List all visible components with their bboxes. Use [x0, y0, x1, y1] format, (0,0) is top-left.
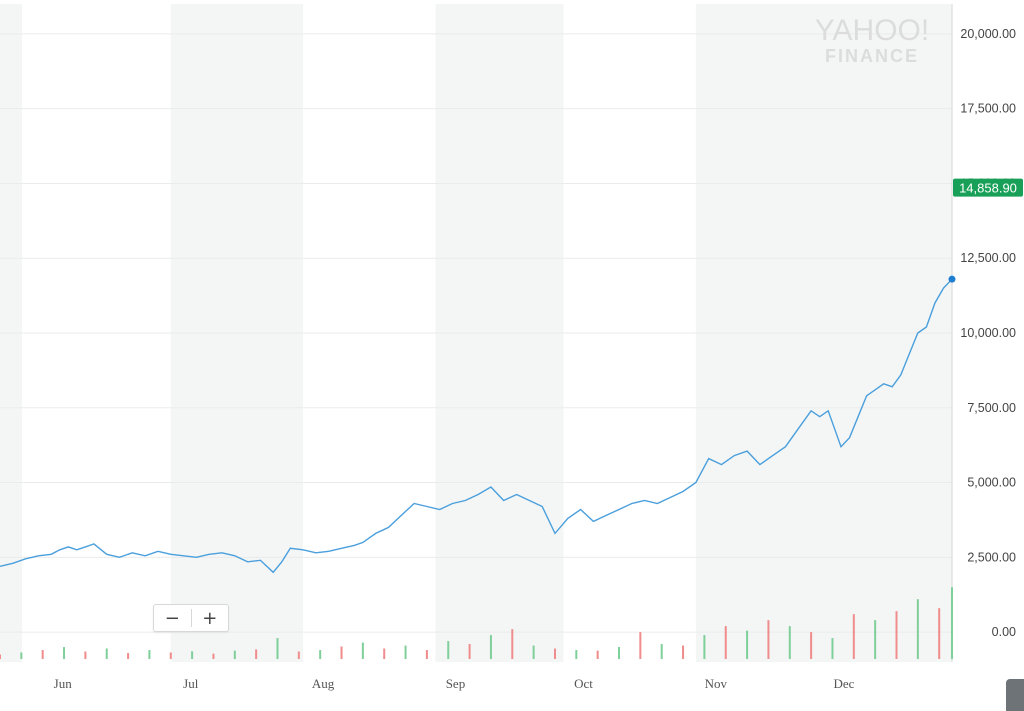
- volume-bar: [767, 620, 770, 660]
- volume-bar: [63, 647, 66, 660]
- y-tick-label: 12,500.00: [960, 251, 1016, 265]
- volume-bar: [276, 638, 279, 660]
- volume-bar: [951, 587, 953, 660]
- zoom-control: − +: [153, 604, 229, 632]
- y-tick-label: 5,000.00: [967, 476, 1016, 490]
- x-tick-label: Sep: [446, 676, 466, 691]
- volume-bar: [233, 650, 236, 660]
- volume-bar: [639, 632, 642, 660]
- volume-bar: [810, 632, 813, 660]
- volume-bar: [895, 611, 898, 660]
- volume-bar: [404, 645, 407, 660]
- x-tick-label: Oct: [574, 676, 593, 691]
- volume-bar: [703, 635, 706, 660]
- price-tag-label: 14,858.90: [959, 181, 1017, 196]
- volume-bar: [746, 630, 749, 660]
- volume-bar: [916, 599, 919, 660]
- volume-bar: [489, 635, 492, 660]
- volume-bar: [255, 649, 258, 660]
- x-tick-label: Jun: [54, 676, 73, 691]
- watermark-finance: FINANCE: [825, 46, 919, 66]
- zoom-divider: [190, 609, 192, 627]
- price-line: [0, 278, 953, 574]
- volume-bar: [361, 642, 364, 660]
- volume-bar: [148, 650, 151, 660]
- x-tick-label: Jul: [183, 676, 199, 691]
- y-tick-label: 0.00: [992, 625, 1016, 639]
- zoom-in-button[interactable]: +: [192, 605, 229, 631]
- volume-bar: [575, 650, 578, 660]
- volume-bar: [660, 644, 663, 660]
- y-tick-label: 20,000.00: [960, 27, 1016, 41]
- y-tick-label: 10,000.00: [960, 326, 1016, 340]
- x-tick-label: Nov: [705, 676, 728, 691]
- side-panel-tab[interactable]: [1006, 679, 1024, 711]
- volume-bar: [831, 638, 834, 660]
- volume-bar: [212, 653, 215, 660]
- watermark-logo: YAHOO!: [815, 14, 929, 47]
- volume-bar: [447, 641, 450, 660]
- x-tick-label: Aug: [312, 676, 335, 691]
- volume-bar: [297, 651, 300, 660]
- volume-bar: [383, 648, 386, 660]
- volume-bar: [191, 651, 194, 660]
- volume-bar: [553, 648, 556, 660]
- last-point: [948, 275, 956, 283]
- y-tick-label: 17,500.00: [960, 102, 1016, 116]
- volume-bar: [319, 650, 322, 660]
- price-tag: [953, 178, 1023, 197]
- volume-bar: [874, 620, 877, 660]
- volume-bar: [511, 629, 514, 660]
- y-tick-label: 7,500.00: [967, 401, 1016, 415]
- volume-bar: [724, 626, 727, 660]
- volume-bar: [788, 626, 791, 660]
- volume-bar: [84, 651, 87, 660]
- volume-bar: [468, 644, 471, 660]
- zoom-out-button[interactable]: −: [154, 605, 191, 631]
- volume-bar: [127, 653, 130, 660]
- volume-bar: [938, 608, 941, 660]
- x-tick-label: Dec: [833, 676, 854, 691]
- plus-icon: +: [202, 607, 218, 629]
- volume-bar: [532, 645, 535, 660]
- volume-bar: [425, 650, 428, 660]
- minus-icon: −: [164, 607, 180, 629]
- volume-bar: [0, 654, 1, 660]
- volume-bar: [41, 650, 44, 660]
- volume-bar: [20, 652, 23, 660]
- y-tick-label: 2,500.00: [967, 550, 1016, 564]
- volume-bar: [596, 650, 599, 660]
- volume-bar: [618, 647, 621, 660]
- volume-bar: [105, 648, 108, 660]
- volume-bar: [340, 646, 343, 660]
- volume-bar: [169, 652, 172, 660]
- volume-bar: [682, 645, 685, 660]
- volume-bar: [852, 614, 855, 660]
